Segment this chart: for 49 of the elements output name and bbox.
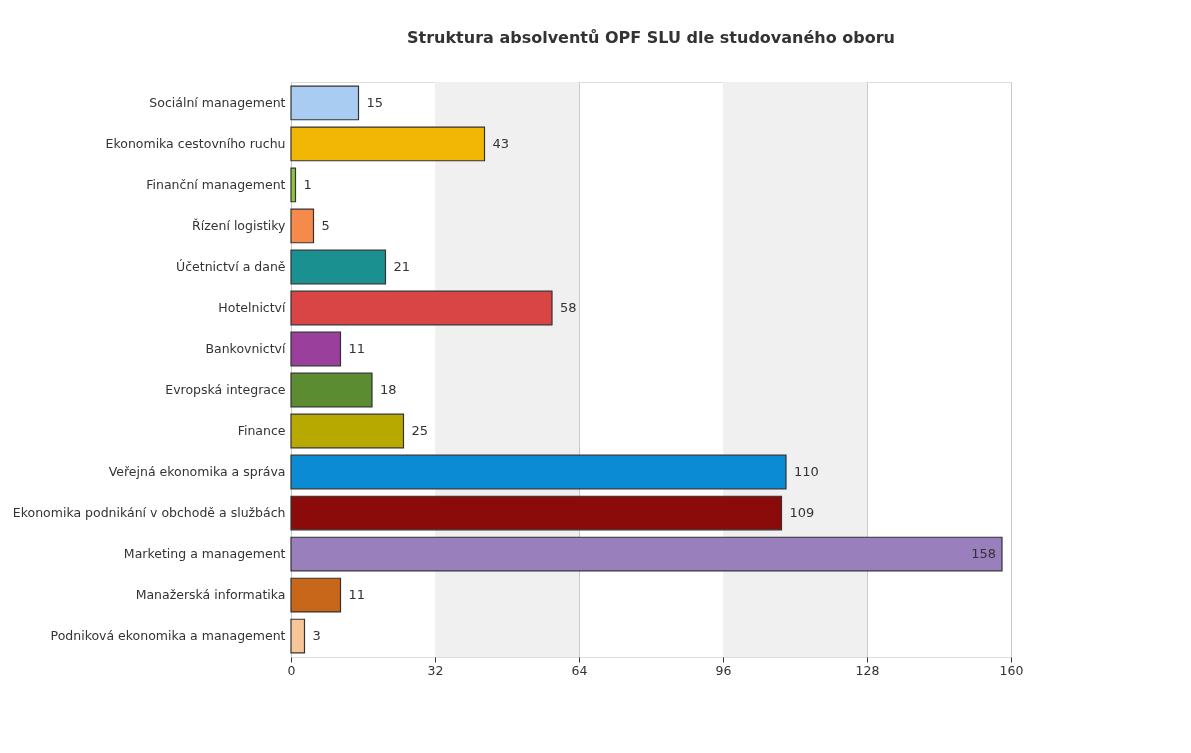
x-tick-label: 160	[999, 662, 1024, 678]
x-tick-label: 64	[571, 662, 588, 678]
x-tick-label: 32	[427, 662, 444, 678]
y-tick-label: Hotelnictví	[218, 299, 287, 315]
bar	[290, 167, 297, 203]
data-label: 3	[312, 628, 321, 644]
data-label: 11	[348, 587, 366, 603]
data-label: 109	[789, 505, 815, 521]
data-label: 18	[380, 382, 397, 398]
bar	[290, 618, 306, 654]
data-label: 110	[794, 464, 819, 480]
data-label: 15	[366, 94, 384, 110]
bar	[290, 126, 486, 162]
bar	[290, 249, 387, 285]
bar	[290, 577, 342, 613]
y-tick-label: Podniková ekonomika a management	[50, 628, 286, 644]
data-label: 11	[348, 340, 366, 356]
bar	[290, 372, 373, 408]
bar	[290, 413, 405, 449]
y-tick-label: Evropská integrace	[165, 382, 286, 398]
y-tick-label: Manažerská informatika	[135, 587, 286, 603]
x-tick-label: 128	[855, 662, 880, 678]
y-tick-label: Řízení logistiky	[192, 217, 287, 233]
chart-title: Struktura absolventů OPF SLU dle studovaného oboru	[407, 28, 895, 47]
y-tick-label: Bankovnictví	[205, 340, 287, 356]
y-tick-label: Finanční management	[146, 176, 286, 192]
data-label: 43	[492, 135, 510, 151]
data-label: 5	[321, 217, 330, 233]
data-label: 1	[303, 176, 312, 192]
bar	[290, 331, 342, 367]
y-tick-label: Sociální management	[149, 94, 286, 110]
y-tick-label: Ekonomika cestovního ruchu	[105, 135, 286, 151]
bar	[290, 85, 360, 121]
y-tick-label: Veřejná ekonomika a správa	[108, 464, 286, 480]
x-tick-label: 96	[715, 662, 732, 678]
bar	[290, 290, 553, 326]
bar	[290, 454, 787, 490]
bar	[290, 208, 315, 244]
y-tick-label: Účetnictví a daně	[176, 258, 286, 274]
data-label: 158	[971, 546, 996, 562]
data-label: 58	[560, 299, 577, 315]
bar	[290, 495, 783, 531]
y-tick-label: Finance	[237, 423, 286, 439]
y-tick-label: Marketing a management	[123, 546, 286, 562]
x-tick-label: 0	[287, 662, 296, 678]
data-label: 25	[411, 423, 429, 439]
bar	[290, 536, 1003, 572]
data-label: 21	[393, 258, 411, 274]
y-tick-label: Ekonomika podnikání v obchodě a službách	[12, 505, 286, 521]
